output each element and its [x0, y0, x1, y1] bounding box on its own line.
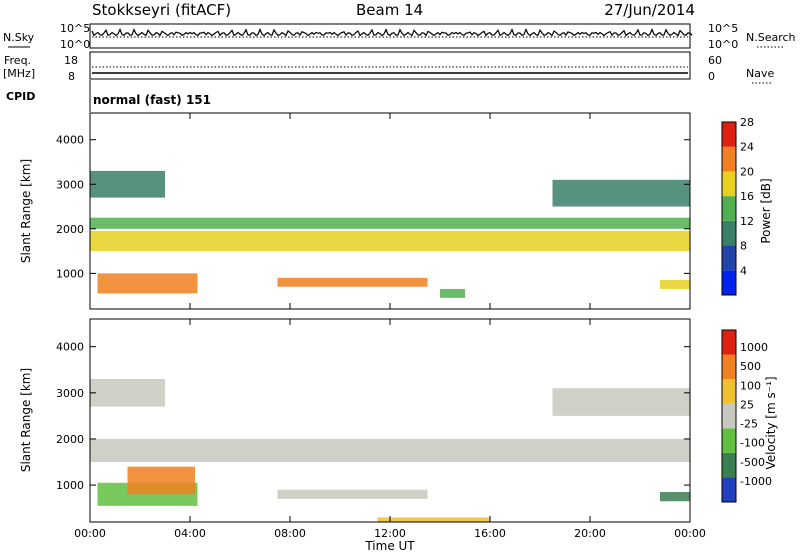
power-colorbar-segment	[722, 270, 736, 295]
velocity-colorbar-frame	[721, 329, 737, 503]
power-y-tick-label: 3000	[56, 178, 84, 191]
x-tick-label: 08:00	[274, 527, 306, 540]
nave-tick-bottom: 0	[708, 70, 715, 83]
velocity-y-tick-label: 2000	[56, 433, 84, 446]
velocity-colorbar-segment	[722, 452, 736, 478]
power-data	[90, 170, 690, 298]
nsky-tick-top: 10^5	[60, 22, 90, 35]
velocity-colorbar-tick-label: 1000	[740, 341, 768, 354]
power-colorbar-tick-label: 4	[740, 264, 747, 277]
power-colorbar-segment	[722, 171, 736, 197]
velocity-colorbar-tick-label: -25	[740, 418, 758, 431]
freq-tick-top: 18	[64, 54, 78, 67]
power-y-ticks: 1000 2000 3000 4000	[56, 134, 690, 280]
power-colorbar-segment	[722, 122, 736, 147]
velocity-y-tick-label: 4000	[56, 341, 84, 354]
nsky-trace	[91, 27, 693, 38]
velocity-band-5	[90, 378, 165, 407]
power-band-2	[97, 273, 198, 294]
freq-label: Freq.	[4, 54, 31, 67]
nsky-line	[91, 27, 693, 37]
power-band-7	[660, 280, 690, 289]
velocity-band-6	[552, 388, 690, 416]
velocity-colorbar-segment	[722, 477, 736, 502]
velocity-colorbar-tick-label: -500	[740, 456, 765, 469]
power-band-5	[552, 179, 690, 207]
power-y-tick-label: 4000	[56, 134, 84, 147]
power-colorbar-segment	[722, 245, 736, 271]
cpid-value: normal (fast) 151	[93, 93, 211, 107]
power-band-6	[440, 288, 465, 298]
velocity-y-tick-label: 1000	[56, 479, 84, 492]
freq-unit: [MHz]	[3, 67, 35, 80]
nsearch-tick-top: 10^5	[708, 22, 738, 35]
velocity-colorbar-tick-label: 25	[740, 398, 754, 411]
x-tick-label: 12:00	[374, 527, 406, 540]
power-band-0	[90, 231, 690, 252]
x-tick-label: 04:00	[174, 527, 206, 540]
x-tick-label: 16:00	[474, 527, 506, 540]
beam-title: Beam 14	[356, 1, 423, 19]
velocity-colorbar-segment	[722, 379, 736, 404]
date-title: 27/Jun/2014	[604, 1, 695, 19]
station-title: Stokkseyri (fitACF)	[92, 1, 231, 19]
power-y-label: Slant Range [km]	[19, 159, 33, 263]
velocity-colorbar-label: Velocity [m s⁻¹]	[764, 376, 778, 469]
power-colorbar-tick-label: 24	[740, 141, 754, 154]
power-colorbar-tick-label: 20	[740, 165, 754, 178]
power-colorbar-frame	[721, 121, 737, 296]
power-colorbar-tick-label: 28	[740, 116, 754, 129]
nsky-panel	[89, 23, 691, 49]
x-tick-label: 00:00	[74, 527, 106, 540]
power-colorbar: 4 8 12 16 20 24 28	[721, 116, 754, 296]
velocity-y-tick-label: 3000	[56, 387, 84, 400]
velocity-band-7	[660, 492, 690, 502]
power-colorbar-tick-label: 8	[740, 240, 747, 253]
velocity-colorbar-segment	[722, 403, 736, 429]
x-tick-label: 00:00	[674, 527, 706, 540]
velocity-band-2	[127, 466, 195, 495]
velocity-band-3	[277, 489, 428, 499]
velocity-colorbar-tick-label: 100	[740, 379, 761, 392]
nsky-label: N.Sky	[3, 31, 35, 44]
velocity-colorbar-tick-label: -100	[740, 437, 765, 450]
power-colorbar-segment	[722, 220, 736, 246]
nsearch-tick-bottom: 10^0	[708, 38, 738, 51]
velocity-colorbar-tick-label: 500	[740, 360, 761, 373]
power-colorbar-tick-label: 12	[740, 215, 754, 228]
velocity-data	[90, 378, 690, 522]
velocity-colorbar: 1000 500 100 25 -25 -100 -500 -1000	[721, 329, 772, 503]
freq-panel	[89, 51, 691, 80]
power-y-tick-label: 2000	[56, 223, 84, 236]
nave-tick-top: 60	[708, 54, 722, 67]
freq-tick-bottom: 8	[68, 70, 75, 83]
nsearch-label: N.Search	[746, 31, 796, 44]
velocity-y-ticks: 1000 2000 3000 4000	[56, 341, 690, 492]
x-tick-label: 20:00	[574, 527, 606, 540]
power-colorbar-segment	[722, 146, 736, 172]
power-band-4	[90, 170, 165, 198]
power-y-tick-label: 1000	[56, 267, 84, 280]
velocity-colorbar-segment	[722, 354, 736, 380]
power-colorbar-tick-label: 16	[740, 190, 754, 203]
velocity-band-0	[90, 438, 690, 463]
velocity-colorbar-segment	[722, 428, 736, 453]
power-band-1	[90, 217, 690, 229]
x-axis-label: Time UT	[364, 539, 415, 553]
cpid-label: CPID	[6, 90, 35, 103]
velocity-band-4	[377, 517, 490, 522]
velocity-colorbar-tick-label: -1000	[740, 475, 772, 488]
power-band-3	[277, 277, 428, 287]
nave-label: Nave	[746, 67, 774, 80]
nsky-tick-bottom: 10^0	[60, 38, 90, 51]
power-colorbar-label: Power [dB]	[759, 178, 773, 243]
x-axis-ticks: 00:00 04:00 08:00 12:00 16:00 20:00 00:00	[74, 113, 706, 540]
velocity-colorbar-segment	[722, 330, 736, 355]
velocity-y-label: Slant Range [km]	[19, 368, 33, 472]
power-colorbar-segment	[722, 196, 736, 221]
